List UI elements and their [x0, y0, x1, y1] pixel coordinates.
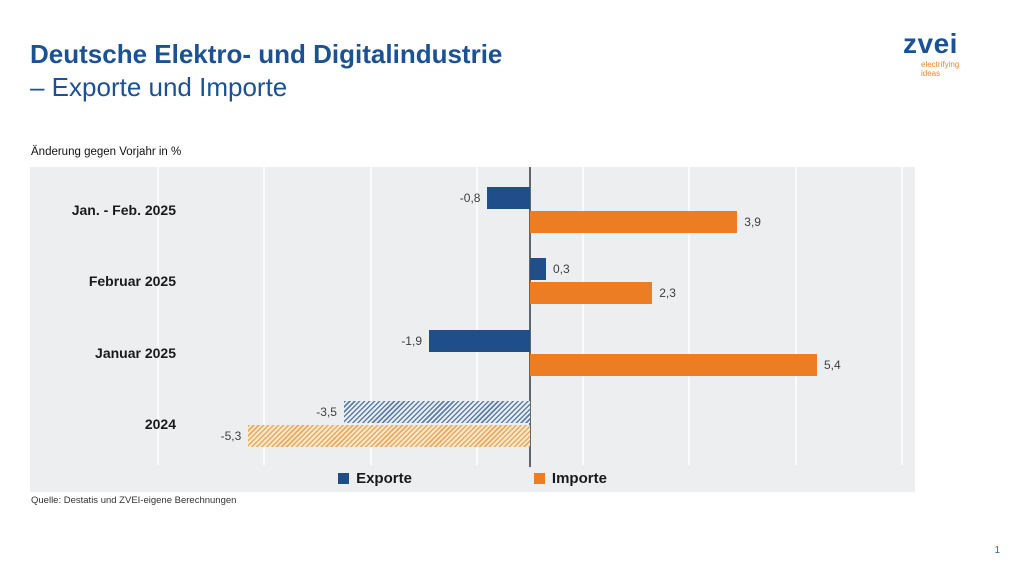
export-bar	[487, 187, 530, 209]
category-label: Januar 2025	[95, 344, 176, 361]
plot-area: Jan. - Feb. 2025 -0,8 3,9 Februar 2025 0,3 2,…	[72, 167, 915, 467]
source-citation: Quelle: Destatis und ZVEI-eigene Berechn…	[31, 495, 237, 506]
export-bar	[343, 400, 530, 423]
category-label: 2024	[144, 415, 176, 432]
bar-value-label: 2,3	[659, 286, 676, 301]
zvei-logo: zvei electrifying ideas	[903, 28, 1013, 79]
legend-label-importe: Importe	[551, 470, 607, 487]
chart-legend: Exporte Importe	[30, 465, 915, 492]
legend-label-exporte: Exporte	[356, 470, 412, 487]
importe-swatch-icon	[533, 473, 545, 484]
gridline	[369, 167, 372, 465]
exporte-swatch-icon	[338, 473, 350, 484]
gridline	[794, 167, 797, 465]
bar-value-label: -0,8	[459, 191, 481, 205]
legend-item-exporte: Exporte	[338, 470, 412, 487]
page-title: Deutsche Elektro- und Digitalindustrie –…	[30, 38, 502, 103]
gridline	[263, 167, 266, 465]
zvei-tagline-line-1: electrifying	[921, 60, 960, 69]
page-number: 1	[994, 545, 1000, 556]
import-bar	[530, 211, 738, 233]
zero-axis-line	[529, 167, 531, 467]
category-label: Februar 2025	[88, 273, 176, 290]
gridline	[688, 167, 691, 465]
zvei-logo-tagline: electrifying ideas	[921, 60, 1013, 78]
axis-unit-note: Änderung gegen Vorjahr in %	[31, 146, 182, 158]
export-bar	[530, 258, 546, 281]
bar-value-label: -5,3	[220, 428, 242, 443]
zvei-tagline-line-2: ideas	[921, 69, 941, 78]
legend-item-importe: Importe	[533, 470, 607, 487]
bar-value-label: 0,3	[552, 262, 570, 277]
gridline	[156, 167, 159, 465]
gridline	[475, 167, 478, 465]
bar-value-label: -1,9	[401, 333, 422, 348]
category-label: Jan. - Feb. 2025	[71, 202, 176, 218]
export-bar	[429, 329, 530, 352]
gridline	[582, 167, 585, 465]
import-bar	[530, 282, 653, 305]
import-bar	[248, 424, 530, 447]
bar-value-label: 3,9	[744, 215, 761, 229]
bar-value-label: 5,4	[824, 357, 841, 372]
zvei-logo-wordmark: zvei	[903, 28, 958, 59]
gridline	[901, 167, 904, 465]
title-line-1: Deutsche Elektro- und Digitalindustrie	[30, 39, 503, 69]
import-bar	[530, 353, 817, 376]
title-line-2: – Exporte und Importe	[30, 71, 288, 102]
bar-value-label: -3,5	[316, 404, 337, 419]
bar-chart: Jan. - Feb. 2025 -0,8 3,9 Februar 2025 0,3 2,…	[30, 167, 915, 492]
